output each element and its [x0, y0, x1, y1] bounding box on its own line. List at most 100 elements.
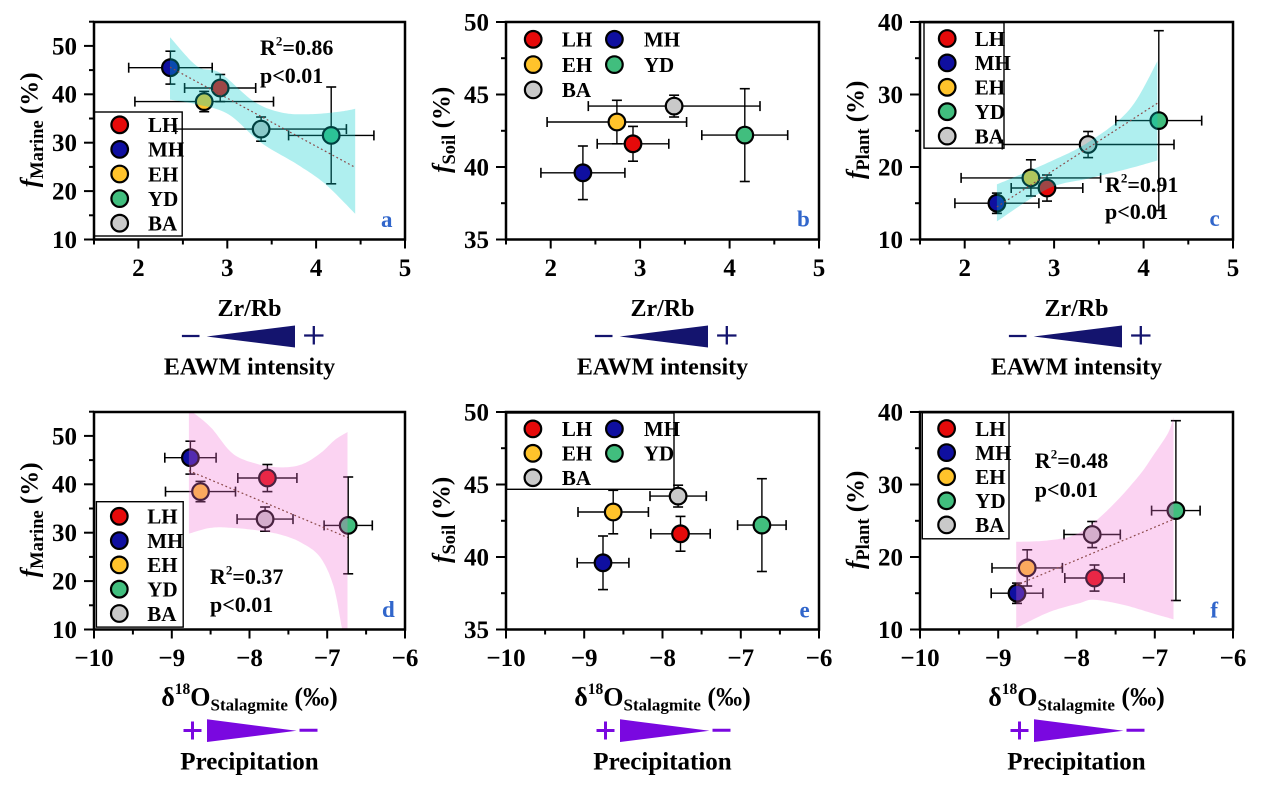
svg-text:20: 20: [52, 179, 77, 206]
svg-text:40: 40: [52, 82, 77, 109]
svg-text:EH: EH: [975, 76, 1005, 100]
svg-text:5: 5: [399, 255, 412, 282]
svg-text:a: a: [381, 207, 393, 232]
svg-text:YD: YD: [148, 187, 178, 211]
svg-text:BA: BA: [975, 513, 1005, 537]
svg-text:45: 45: [464, 472, 489, 499]
svg-text:3: 3: [1048, 255, 1061, 282]
svg-text:Precipitation: Precipitation: [593, 749, 731, 776]
svg-text:BA: BA: [975, 124, 1005, 148]
svg-text:50: 50: [464, 9, 489, 36]
svg-text:5: 5: [813, 255, 826, 282]
svg-text:35: 35: [464, 617, 489, 644]
svg-text:Zr/Rb: Zr/Rb: [1044, 296, 1108, 322]
svg-text:2: 2: [544, 255, 557, 282]
svg-text:−8: −8: [649, 645, 676, 672]
svg-text:LH: LH: [975, 27, 1005, 51]
svg-text:−10: −10: [900, 645, 939, 672]
svg-text:40: 40: [464, 154, 489, 181]
svg-text:fMarine (%): fMarine (%): [17, 462, 49, 577]
svg-text:MH: MH: [975, 441, 1011, 465]
svg-text:−9: −9: [158, 645, 185, 672]
svg-text:4: 4: [310, 255, 323, 282]
svg-text:EH: EH: [562, 442, 592, 466]
svg-text:δ18OStalagmite (‰): δ18OStalagmite (‰): [988, 681, 1165, 715]
svg-text:−6: −6: [392, 645, 419, 672]
svg-text:MH: MH: [644, 417, 680, 441]
svg-text:YD: YD: [975, 489, 1005, 513]
svg-text:MH: MH: [975, 51, 1011, 75]
svg-text:4: 4: [1137, 255, 1150, 282]
svg-text:LH: LH: [147, 505, 177, 529]
svg-text:3: 3: [634, 255, 647, 282]
svg-text:10: 10: [878, 617, 903, 644]
svg-text:EH: EH: [147, 553, 177, 577]
svg-text:50: 50: [464, 399, 489, 426]
svg-text:−7: −7: [314, 645, 341, 672]
svg-text:−9: −9: [571, 645, 598, 672]
svg-text:BA: BA: [147, 602, 177, 626]
svg-text:10: 10: [52, 227, 77, 254]
svg-text:b: b: [797, 207, 810, 232]
svg-text:p<0.01: p<0.01: [1035, 477, 1098, 502]
svg-text:BA: BA: [562, 466, 592, 490]
svg-text:BA: BA: [562, 78, 592, 102]
svg-text:−7: −7: [727, 645, 754, 672]
svg-text:40: 40: [52, 472, 77, 499]
svg-text:EAWM intensity: EAWM intensity: [991, 355, 1162, 381]
svg-text:EH: EH: [562, 53, 592, 77]
svg-text:YD: YD: [147, 578, 177, 602]
svg-text:2: 2: [958, 255, 971, 282]
svg-text:EH: EH: [975, 465, 1005, 489]
svg-text:50: 50: [52, 33, 77, 60]
svg-text:R2=0.91: R2=0.91: [1105, 171, 1178, 198]
svg-text:30: 30: [878, 472, 903, 499]
svg-text:R2=0.37: R2=0.37: [210, 563, 283, 590]
svg-text:Precipitation: Precipitation: [180, 749, 318, 776]
svg-text:YD: YD: [644, 53, 674, 77]
svg-text:10: 10: [878, 227, 903, 254]
svg-text:LH: LH: [148, 113, 178, 137]
svg-text:30: 30: [878, 82, 903, 109]
svg-text:fSoil (%): fSoil (%): [429, 477, 461, 563]
svg-text:Zr/Rb: Zr/Rb: [630, 296, 694, 322]
svg-text:LH: LH: [562, 28, 592, 52]
svg-text:3: 3: [221, 255, 234, 282]
svg-text:−8: −8: [236, 645, 263, 672]
svg-text:d: d: [382, 597, 395, 622]
svg-text:YD: YD: [975, 100, 1005, 124]
svg-text:MH: MH: [148, 138, 184, 162]
svg-text:−10: −10: [486, 645, 525, 672]
svg-text:p<0.01: p<0.01: [260, 63, 323, 88]
svg-text:50: 50: [52, 423, 77, 450]
svg-text:40: 40: [878, 399, 903, 426]
svg-text:4: 4: [723, 255, 736, 282]
svg-text:−8: −8: [1063, 645, 1090, 672]
svg-text:YD: YD: [644, 442, 674, 466]
svg-text:EAWM intensity: EAWM intensity: [164, 355, 335, 381]
svg-text:30: 30: [52, 520, 77, 547]
svg-text:−6: −6: [1220, 645, 1247, 672]
svg-text:−6: −6: [806, 645, 833, 672]
svg-text:EAWM intensity: EAWM intensity: [577, 355, 748, 381]
svg-text:Precipitation: Precipitation: [1007, 749, 1145, 776]
svg-text:30: 30: [52, 130, 77, 157]
svg-text:35: 35: [464, 227, 489, 254]
svg-text:R2=0.48: R2=0.48: [1035, 447, 1108, 474]
svg-text:LH: LH: [562, 417, 592, 441]
svg-text:40: 40: [878, 9, 903, 36]
svg-text:fPlant (%): fPlant (%): [843, 81, 875, 179]
svg-text:10: 10: [52, 617, 77, 644]
svg-text:20: 20: [878, 154, 903, 181]
svg-text:2: 2: [132, 255, 145, 282]
svg-text:Zr/Rb: Zr/Rb: [217, 296, 281, 322]
svg-text:20: 20: [52, 569, 77, 596]
svg-text:p<0.01: p<0.01: [1105, 199, 1168, 224]
svg-text:MH: MH: [644, 28, 680, 52]
svg-text:fSoil (%): fSoil (%): [429, 87, 461, 173]
svg-text:R2=0.86: R2=0.86: [260, 34, 333, 61]
svg-text:LH: LH: [975, 417, 1005, 441]
svg-text:c: c: [1210, 206, 1220, 231]
svg-text:EH: EH: [148, 162, 178, 186]
svg-text:−9: −9: [985, 645, 1012, 672]
